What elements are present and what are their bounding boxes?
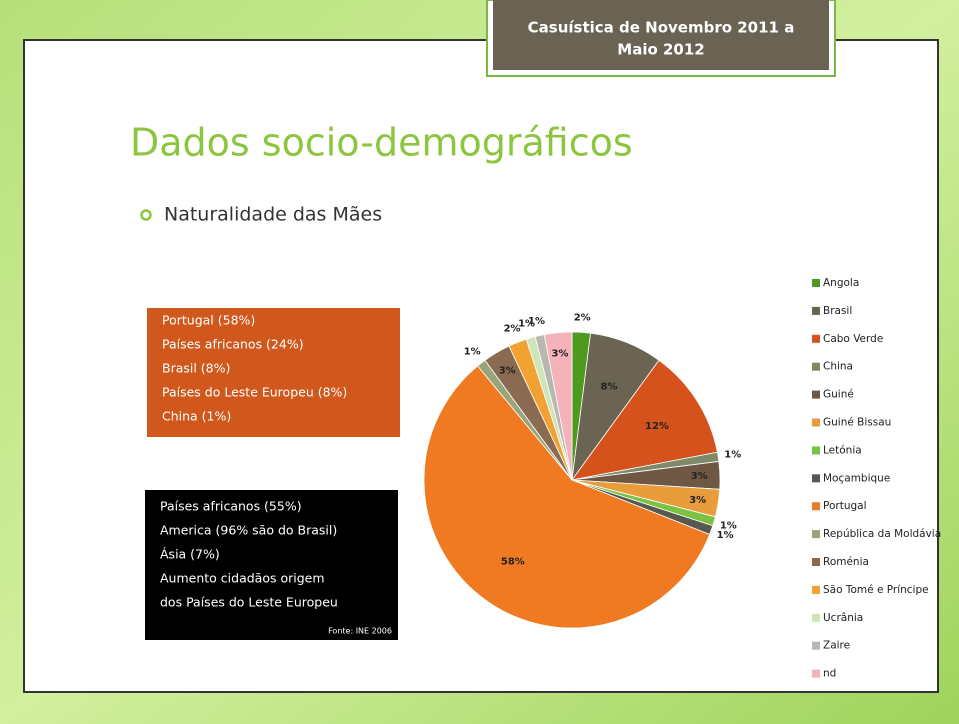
pie-slice xyxy=(571,359,718,481)
legend-label: Moçambique xyxy=(823,472,890,484)
pie-slice xyxy=(423,365,711,629)
data-label: 1% xyxy=(518,319,535,330)
data-label: 12% xyxy=(645,421,669,432)
orange-box-line: Países do Leste Europeu (8%) xyxy=(162,385,347,400)
data-label: 3% xyxy=(689,495,706,506)
header-line: Maio 2012 xyxy=(617,41,704,59)
data-label: 58% xyxy=(501,556,525,567)
data-label: 1% xyxy=(717,530,734,541)
legend-label: Brasil xyxy=(823,305,852,317)
data-label: 3% xyxy=(499,365,516,376)
legend-swatch xyxy=(812,585,820,594)
legend-label: nd xyxy=(823,668,836,680)
legend-label: São Tomé e Príncipe xyxy=(823,584,929,596)
bullet-text: Naturalidade das Mães xyxy=(164,204,382,226)
legend-swatch xyxy=(812,279,820,287)
black-box-line: dos Países do Leste Europeu xyxy=(160,595,338,610)
legend-swatch xyxy=(812,334,820,343)
legend-swatch xyxy=(812,418,820,427)
data-label: 2% xyxy=(504,324,521,335)
legend-swatch xyxy=(812,530,820,539)
legend-label: Portugal xyxy=(823,500,867,512)
black-box-line: Ásia (7%) xyxy=(160,547,220,562)
legend-label: Ucrânia xyxy=(823,612,863,624)
data-label: 1% xyxy=(464,346,481,357)
legend-label: Guiné Bissau xyxy=(823,417,891,429)
legend-label: República da Moldávia xyxy=(823,528,941,540)
orange-box-line: Países africanos (24%) xyxy=(162,337,304,352)
source: Fonte: INE 2006 xyxy=(328,627,392,636)
data-label: 2% xyxy=(574,313,591,324)
legend-label: Letónia xyxy=(823,444,862,456)
data-label: 1% xyxy=(720,520,737,531)
legend-swatch xyxy=(812,474,820,483)
orange-box-line: Brasil (8%) xyxy=(162,361,230,376)
data-label: 8% xyxy=(601,381,618,392)
data-label: 3% xyxy=(552,348,569,359)
bullet-icon xyxy=(140,209,152,221)
legend-label: China xyxy=(823,361,853,373)
legend-swatch xyxy=(812,362,820,371)
data-label: 1% xyxy=(528,316,545,327)
black-box-line: Aumento cidadãos origem xyxy=(160,571,325,586)
legend-label: Roménia xyxy=(823,556,869,568)
legend-swatch xyxy=(812,502,820,511)
legend-label: Cabo Verde xyxy=(823,333,883,345)
black-box-line: America (96% são do Brasil) xyxy=(160,523,337,538)
legend-label: Guiné xyxy=(823,389,854,401)
black-box-line: Países africanos (55%) xyxy=(160,499,302,514)
legend-swatch xyxy=(812,306,820,315)
pie-slice xyxy=(543,331,573,481)
orange-box xyxy=(147,308,400,437)
legend-label: Angola xyxy=(823,277,859,289)
data-label: 3% xyxy=(691,471,708,482)
orange-box-line: Portugal (58%) xyxy=(162,313,255,328)
orange-box-line: China (1%) xyxy=(162,409,231,424)
black-box xyxy=(145,490,398,640)
legend-label: Zaire xyxy=(823,640,850,652)
data-label: 1% xyxy=(724,450,741,461)
header-line: Casuística de Novembro 2011 a xyxy=(528,19,795,37)
slide-title: Dados socio-demográficos xyxy=(130,121,633,165)
legend-swatch xyxy=(812,390,820,399)
legend-swatch xyxy=(812,558,820,566)
legend-swatch xyxy=(812,446,820,455)
legend-swatch xyxy=(812,613,820,622)
legend-swatch xyxy=(812,641,820,650)
header-box xyxy=(493,0,829,70)
legend-swatch xyxy=(812,669,820,678)
